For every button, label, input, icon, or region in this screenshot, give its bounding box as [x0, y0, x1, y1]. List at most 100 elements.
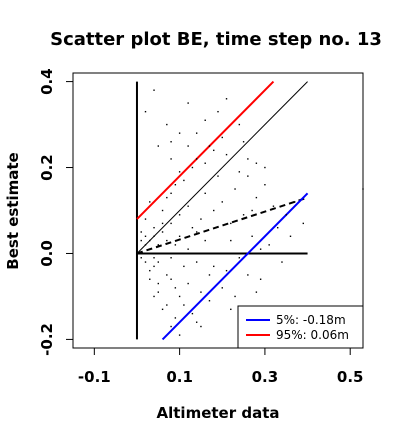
data-point [187, 248, 189, 250]
data-point [264, 166, 266, 169]
data-point [191, 166, 194, 169]
reference-line [136, 196, 308, 255]
data-points [136, 89, 364, 336]
reference-line [136, 80, 275, 220]
data-point [174, 244, 177, 246]
data-point [208, 300, 211, 302]
data-point [225, 269, 228, 272]
data-point [178, 132, 181, 134]
data-point [259, 278, 262, 280]
x-tick-label: 0.1 [166, 368, 193, 386]
data-point [170, 222, 172, 225]
data-point [213, 149, 215, 152]
data-point [166, 123, 168, 126]
data-point [238, 171, 241, 173]
reference-lines [135, 80, 309, 341]
data-point [136, 257, 138, 259]
data-point [144, 218, 147, 220]
data-point [178, 235, 181, 237]
data-point [183, 179, 185, 182]
data-point [170, 325, 172, 328]
data-point [144, 244, 147, 246]
data-point [234, 188, 236, 190]
data-point [251, 235, 253, 237]
data-point [149, 269, 151, 272]
data-point [191, 312, 194, 315]
data-point [195, 158, 198, 160]
data-point [277, 226, 279, 229]
data-point [238, 257, 241, 259]
data-point [157, 244, 159, 246]
x-tick-label: 0.3 [252, 368, 279, 386]
data-point [217, 252, 219, 255]
data-point [230, 222, 232, 225]
data-point [195, 261, 198, 263]
data-point [221, 136, 223, 139]
data-point [255, 291, 258, 293]
data-point [204, 119, 206, 121]
data-point [213, 209, 215, 212]
data-point [213, 265, 215, 268]
data-point [230, 308, 232, 311]
x-tick-label: -0.1 [78, 368, 111, 386]
data-point [242, 141, 245, 143]
data-point [259, 248, 262, 250]
data-point [217, 175, 219, 177]
y-tick-label: 0.2 [38, 154, 56, 181]
chart-title: Scatter plot BE, time step no. 13 [50, 29, 382, 50]
data-point [183, 304, 185, 306]
data-point [289, 235, 292, 237]
data-point [302, 222, 304, 225]
data-point [221, 287, 223, 289]
data-point [170, 141, 172, 143]
data-point [238, 123, 241, 126]
data-point [195, 132, 198, 134]
data-point [140, 252, 142, 255]
data-point [157, 261, 159, 263]
data-point [187, 145, 189, 147]
data-point [204, 162, 206, 164]
data-point [251, 209, 253, 212]
data-point [204, 239, 206, 242]
y-tick-label: -0.2 [38, 323, 56, 356]
data-point [285, 214, 287, 216]
data-point [153, 89, 155, 91]
data-point [221, 201, 223, 203]
legend-box [237, 305, 364, 349]
data-point [161, 231, 164, 233]
data-point [255, 162, 258, 164]
data-point [298, 252, 300, 255]
data-point [149, 248, 151, 250]
data-point [153, 265, 155, 268]
y-axis: -0.2 0.0 0.2 0.4 [38, 68, 73, 356]
data-point [166, 304, 168, 306]
data-point [230, 239, 232, 242]
x-axis-label: Altimeter data [157, 404, 280, 422]
data-point [178, 214, 181, 216]
data-point [144, 235, 147, 237]
data-point [174, 317, 177, 319]
data-point [153, 235, 155, 237]
data-point [140, 257, 142, 259]
data-point [187, 205, 189, 207]
data-point [178, 171, 181, 173]
data-point [140, 239, 142, 242]
reference-line [161, 192, 309, 341]
data-point [183, 265, 185, 268]
data-point [247, 158, 249, 160]
data-point [136, 248, 138, 250]
data-point [294, 201, 296, 203]
data-point [225, 153, 228, 156]
data-point [200, 325, 202, 328]
data-point [362, 188, 364, 190]
data-point [170, 192, 172, 195]
data-point [161, 209, 164, 212]
data-point [208, 145, 211, 147]
data-point [272, 205, 275, 207]
x-axis: -0.1 0.1 0.3 0.5 [78, 348, 363, 386]
data-point [166, 239, 168, 242]
data-point [208, 274, 211, 276]
data-point [178, 295, 181, 298]
